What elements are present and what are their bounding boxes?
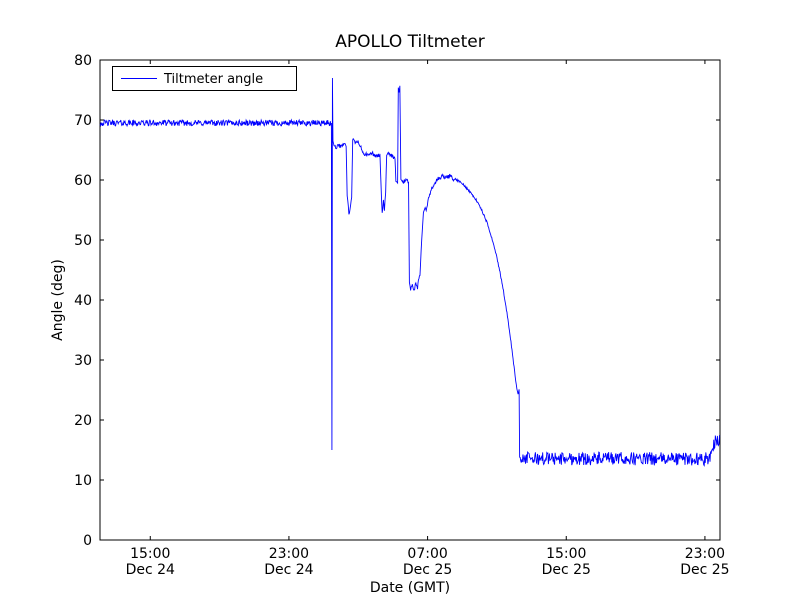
x-tick-label-time: 15:00	[546, 546, 586, 562]
y-tick-label: 80	[74, 53, 92, 69]
y-tick-label: 10	[74, 473, 92, 489]
legend-label: Tiltmeter angle	[163, 72, 263, 87]
x-tick-label-date: Dec 24	[264, 562, 313, 578]
y-tick-label: 70	[74, 113, 92, 129]
y-tick-label: 40	[74, 293, 92, 309]
legend: Tiltmeter angle	[112, 66, 297, 91]
y-tick-label: 20	[74, 413, 92, 429]
y-tick-label: 30	[74, 353, 92, 369]
y-tick-label: 50	[74, 233, 92, 249]
x-tick-label-time: 15:00	[130, 546, 170, 562]
x-tick-label-time: 23:00	[269, 546, 309, 562]
x-tick-label-date: Dec 25	[403, 562, 452, 578]
chart-title: APOLLO Tiltmeter	[335, 32, 485, 52]
x-axis-label: Date (GMT)	[370, 580, 450, 596]
y-tick-label: 60	[74, 173, 92, 189]
tiltmeter-line	[99, 77, 721, 467]
x-tick-label-date: Dec 25	[542, 562, 591, 578]
y-tick-label: 0	[83, 533, 92, 549]
x-tick-label-date: Dec 24	[126, 562, 175, 578]
x-tick-label-time: 07:00	[407, 546, 447, 562]
axes-frame	[99, 59, 721, 541]
y-axis-label: Angle (deg)	[50, 259, 66, 341]
x-tick-label-date: Dec 25	[680, 562, 729, 578]
x-tick-label-time: 23:00	[685, 546, 725, 562]
